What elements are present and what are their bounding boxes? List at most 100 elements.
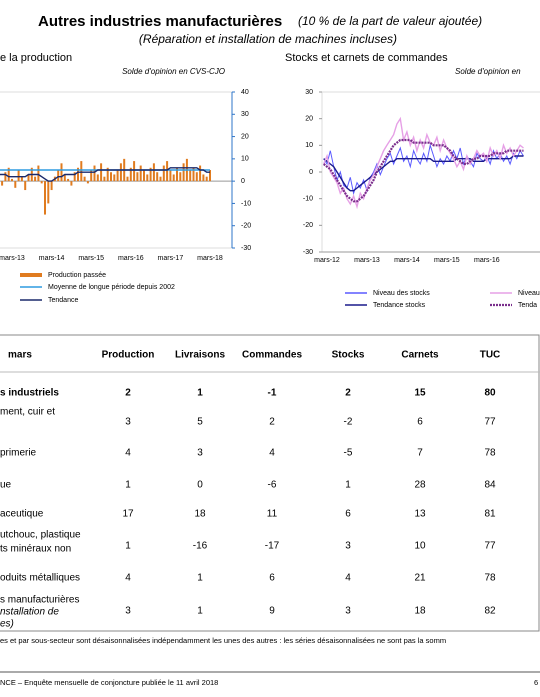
bar <box>37 165 40 182</box>
cell-value: 84 <box>484 480 496 491</box>
y-tick-label: 10 <box>305 142 313 149</box>
bar <box>182 163 185 182</box>
series-line <box>323 143 524 196</box>
column-header: Commandes <box>242 350 302 361</box>
row-label: primerie <box>0 448 37 459</box>
cell-value: 2 <box>269 417 275 428</box>
bar <box>47 181 50 204</box>
cell-value: 78 <box>484 573 496 584</box>
bar <box>189 170 192 182</box>
bar <box>172 174 175 182</box>
cell-value: 10 <box>414 541 426 552</box>
cell-value: 21 <box>414 573 426 584</box>
bar <box>126 176 129 182</box>
row-label: utchouc, plastique <box>0 530 81 541</box>
cell-value: 18 <box>194 509 206 520</box>
cell-value: -5 <box>344 448 353 459</box>
bar <box>17 170 20 182</box>
y-tick-label: -30 <box>303 249 313 256</box>
series-line <box>323 138 524 203</box>
subtitle: (Réparation et installation de machines … <box>139 32 397 46</box>
cell-value: 18 <box>414 606 426 617</box>
cell-value: 3 <box>197 448 203 459</box>
cell-value: 0 <box>197 480 203 491</box>
bar <box>156 172 159 182</box>
cell-value: 1 <box>345 480 351 491</box>
column-header: Production <box>102 350 155 361</box>
unit-note: Solde d'opinion en <box>455 67 521 76</box>
cell-value: 15 <box>414 388 426 399</box>
bar <box>40 181 43 184</box>
cell-value: -1 <box>268 388 277 399</box>
bar <box>4 172 7 182</box>
cell-value: 77 <box>484 541 496 552</box>
cell-value: 77 <box>484 417 496 428</box>
row-label: oduits métalliques <box>0 573 80 584</box>
cell-value: -17 <box>265 541 280 552</box>
cell-value: 1 <box>125 541 131 552</box>
cell-value: 82 <box>484 606 496 617</box>
footnote: es et par sous-secteur sont désaisonnali… <box>0 636 446 645</box>
legend-swatch <box>20 273 42 277</box>
column-header: TUC <box>480 350 501 361</box>
x-tick-label: mars-13 <box>354 257 380 264</box>
bar <box>60 163 63 182</box>
cell-value: 1 <box>125 480 131 491</box>
bar <box>93 165 96 182</box>
bar <box>80 161 83 182</box>
row-label: aceutique <box>0 509 44 520</box>
bar <box>133 161 136 182</box>
column-header: Carnets <box>401 350 439 361</box>
cell-value: -2 <box>344 417 353 428</box>
legend-label: Production passée <box>48 272 106 279</box>
x-tick-label: mars-14 <box>394 257 420 264</box>
bar <box>90 170 93 182</box>
y-tick-label: 10 <box>241 156 249 163</box>
bar <box>24 181 27 191</box>
bar <box>27 174 30 182</box>
bar <box>20 176 23 182</box>
bar <box>77 167 79 182</box>
cell-value: 1 <box>197 606 203 617</box>
y-tick-label: 20 <box>241 133 249 140</box>
cell-value: -16 <box>193 541 208 552</box>
bar <box>113 174 116 182</box>
x-tick-label: mars-16 <box>474 257 500 264</box>
bar <box>100 163 103 182</box>
legend-label: Tendance <box>48 297 78 304</box>
x-tick-label: mars-17 <box>158 255 184 262</box>
title: Autres industries manufacturières <box>38 13 282 30</box>
x-tick-label: mars-18 <box>197 255 223 262</box>
x-tick-label: mars-14 <box>39 255 65 262</box>
bar <box>44 181 46 215</box>
page-number: 6 <box>534 678 538 687</box>
y-tick-label: -30 <box>241 245 251 252</box>
row-label: nstallation de <box>0 607 59 618</box>
y-tick-label: 30 <box>305 89 313 96</box>
series-line <box>323 116 524 210</box>
cell-value: 3 <box>125 417 131 428</box>
cell-value: 80 <box>484 388 496 399</box>
bar <box>83 176 86 182</box>
cell-value: 6 <box>269 573 275 584</box>
bar <box>70 181 73 186</box>
bar <box>116 170 119 182</box>
cell-value: 1 <box>197 573 203 584</box>
bar <box>159 176 162 182</box>
cell-value: 17 <box>122 509 134 520</box>
bar <box>57 170 60 182</box>
bar <box>119 163 122 182</box>
bar <box>1 181 4 186</box>
plot-frame <box>321 91 540 253</box>
bar <box>205 176 208 182</box>
y-tick-label: 40 <box>241 89 249 96</box>
cell-value: 28 <box>414 480 426 491</box>
title-note: (10 % de la part de valeur ajoutée) <box>298 14 482 28</box>
legend-label: Moyenne de longue période depuis 2002 <box>48 284 175 291</box>
chart-title: Stocks et carnets de commandes <box>285 52 448 64</box>
bar <box>50 181 53 191</box>
cell-value: 2 <box>345 388 351 399</box>
bar <box>149 167 152 182</box>
cell-value: 4 <box>125 573 131 584</box>
